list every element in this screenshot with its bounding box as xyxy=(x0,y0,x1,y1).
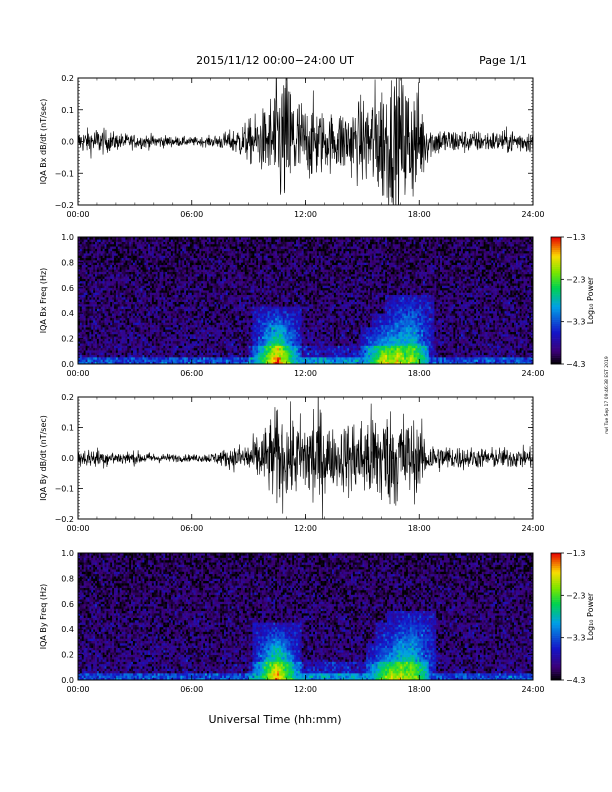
page-number: Page 1/1 xyxy=(479,54,527,67)
x-tick-label: 18:00 xyxy=(408,369,431,378)
colorbar-tick-label: −2.3 xyxy=(566,591,585,600)
heatmap-cells xyxy=(78,237,533,364)
colorbar: −1.3 −2.3 −3.3 −4.3 Log₁₀ Power xyxy=(551,233,595,369)
y-tick-label: 0.2 xyxy=(61,393,74,402)
panels: 0.20.10.0−0.1−0.200:00 06:00 12:00 18:00 24:… xyxy=(39,59,595,694)
y-tick-label: 0.0 xyxy=(61,454,74,463)
x-tick-label: 24:00 xyxy=(521,685,544,694)
y-tick-label: 0.4 xyxy=(61,625,74,634)
colorbar-tick-label: −2.3 xyxy=(566,275,585,284)
chart-title: 2015/11/12 00:00−24:00 UT xyxy=(196,54,354,67)
x-tick-label: 24:00 xyxy=(521,524,544,533)
y-tick-label: −0.2 xyxy=(55,201,74,210)
x-tick-label: 18:00 xyxy=(408,210,431,219)
y-tick-label: 0.2 xyxy=(61,335,74,344)
y-axis-label: IQA By dB/dt (nT/sec) xyxy=(39,415,48,501)
panel-bx-spec: −1.3 −2.3 −3.3 −4.3 Log₁₀ Power 1.0 0.8 0.6 0.4 0… xyxy=(39,233,595,378)
y-tick-label: 0.6 xyxy=(61,600,74,609)
x-tick-label: 18:00 xyxy=(408,524,431,533)
side-stamp: rwl Tue Sep 17 09:46:38 EST 2019 xyxy=(604,356,610,434)
x-tick-label: 12:00 xyxy=(294,210,317,219)
panel-by-time: 0.2 0.1 0.0 −0.1 −0.200:00 06:00 12:00 18:00 24:… xyxy=(39,376,545,533)
y-axis-label: IQA Bx dB/dt (nT/sec) xyxy=(39,99,48,185)
x-tick-label: 06:00 xyxy=(180,685,203,694)
y-tick-label: 0.6 xyxy=(61,284,74,293)
y-tick-label: 0.2 xyxy=(61,74,74,83)
y-tick-label: −0.1 xyxy=(55,169,74,178)
colorbar-tick-label: −1.3 xyxy=(566,549,585,558)
x-axis-label: Universal Time (hh:mm) xyxy=(209,713,342,726)
colorbar-tick-label: −3.3 xyxy=(566,318,585,327)
y-tick-label: 0.4 xyxy=(61,309,74,318)
panel-by-spec: −1.3 −2.3 −3.3 −4.3 Log₁₀ Power 1.0 0.8 0.6 0.4 0… xyxy=(39,549,595,694)
chart-figure: 2015/11/12 00:00−24:00 UT Page 1/1 Unive… xyxy=(0,0,612,792)
y-tick-label: 0.0 xyxy=(61,676,74,685)
y-tick-label: 0.1 xyxy=(61,106,74,115)
y-tick-label: 0.0 xyxy=(61,138,74,147)
x-tick-label: 00:00 xyxy=(66,210,89,219)
y-tick-label: 0.1 xyxy=(61,424,74,433)
x-tick-label: 24:00 xyxy=(521,369,544,378)
x-tick-label: 00:00 xyxy=(66,369,89,378)
y-tick-label: −0.1 xyxy=(55,485,74,494)
heatmap-cells xyxy=(78,553,533,680)
colorbar-tick-label: −4.3 xyxy=(566,676,585,685)
colorbar-label: Log₁₀ Power xyxy=(586,276,595,324)
colorbar-tick-label: −4.3 xyxy=(566,360,585,369)
colorbar: −1.3 −2.3 −3.3 −4.3 Log₁₀ Power xyxy=(551,549,595,685)
colorbar-tick-label: −1.3 xyxy=(566,233,585,242)
y-tick-label: 0.2 xyxy=(61,651,74,660)
x-tick-label: 06:00 xyxy=(180,210,203,219)
x-tick-label: 12:00 xyxy=(294,369,317,378)
y-tick-label: 0.8 xyxy=(61,574,74,583)
colorbar-label: Log₁₀ Power xyxy=(586,592,595,640)
x-tick-label: 06:00 xyxy=(180,369,203,378)
y-axis-label: IQA By Freq (Hz) xyxy=(39,584,48,650)
y-tick-label: 0.0 xyxy=(61,360,74,369)
x-tick-label: 06:00 xyxy=(180,524,203,533)
colorbar-tick-label: −3.3 xyxy=(566,634,585,643)
y-tick-label: 1.0 xyxy=(61,233,74,242)
x-tick-label: 12:00 xyxy=(294,685,317,694)
y-tick-label: 0.8 xyxy=(61,258,74,267)
y-tick-label: 1.0 xyxy=(61,549,74,558)
x-tick-label: 00:00 xyxy=(66,524,89,533)
x-tick-label: 00:00 xyxy=(66,685,89,694)
y-tick-label: −0.2 xyxy=(55,515,74,524)
x-tick-label: 24:00 xyxy=(521,210,544,219)
x-tick-label: 18:00 xyxy=(408,685,431,694)
y-axis-label: IQA Bx Freq (Hz) xyxy=(39,268,48,334)
panel-bx-time: 0.2 0.1 0.0 −0.1 −0.200:00 06:00 12:00 18:00 24:… xyxy=(39,59,545,229)
x-tick-label: 12:00 xyxy=(294,524,317,533)
